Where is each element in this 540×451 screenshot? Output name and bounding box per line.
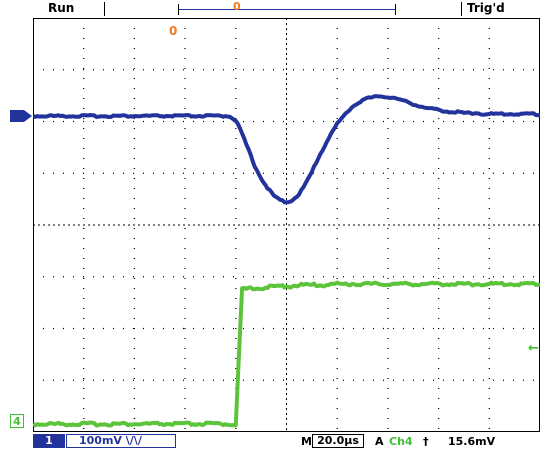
ch1-volts-per-div[interactable]: 100mV \/\/: [66, 434, 176, 448]
ch1-waveform: [33, 94, 540, 205]
main-timebase-label: M: [301, 435, 312, 448]
ch4-ground-marker[interactable]: 4: [10, 414, 24, 428]
ch1-ground-marker[interactable]: [10, 110, 32, 122]
ch4-waveform: [33, 280, 540, 428]
trigger-position-marker[interactable]: 0: [169, 24, 178, 38]
status-bar: Run 0 Trig'd: [0, 0, 540, 18]
trigger-mode-label: A: [375, 435, 384, 448]
record-bar-left-cap: [178, 4, 179, 15]
trigger-level-arrow-icon[interactable]: ←: [528, 341, 539, 356]
divider: [461, 2, 462, 16]
graticule-grid: [33, 18, 540, 432]
waveform-graticule[interactable]: [33, 18, 540, 432]
timebase-value[interactable]: 20.0µs: [312, 434, 364, 448]
trigger-state-label: Trig'd: [467, 1, 505, 15]
trigger-source[interactable]: Ch4: [389, 435, 413, 448]
run-state-label[interactable]: Run: [48, 1, 75, 15]
record-trigger-marker[interactable]: 0: [233, 0, 241, 13]
record-bar-right-cap: [395, 4, 396, 15]
record-length-bar[interactable]: [178, 4, 396, 15]
ch1-badge[interactable]: 1: [33, 434, 65, 448]
trigger-level-value[interactable]: 15.6mV: [448, 435, 496, 448]
divider: [104, 2, 105, 16]
settings-bar: 1 100mV \/\/ M 20.0µs A Ch4 † 15.6mV: [0, 432, 540, 451]
trigger-slope-icon[interactable]: †: [423, 435, 429, 448]
